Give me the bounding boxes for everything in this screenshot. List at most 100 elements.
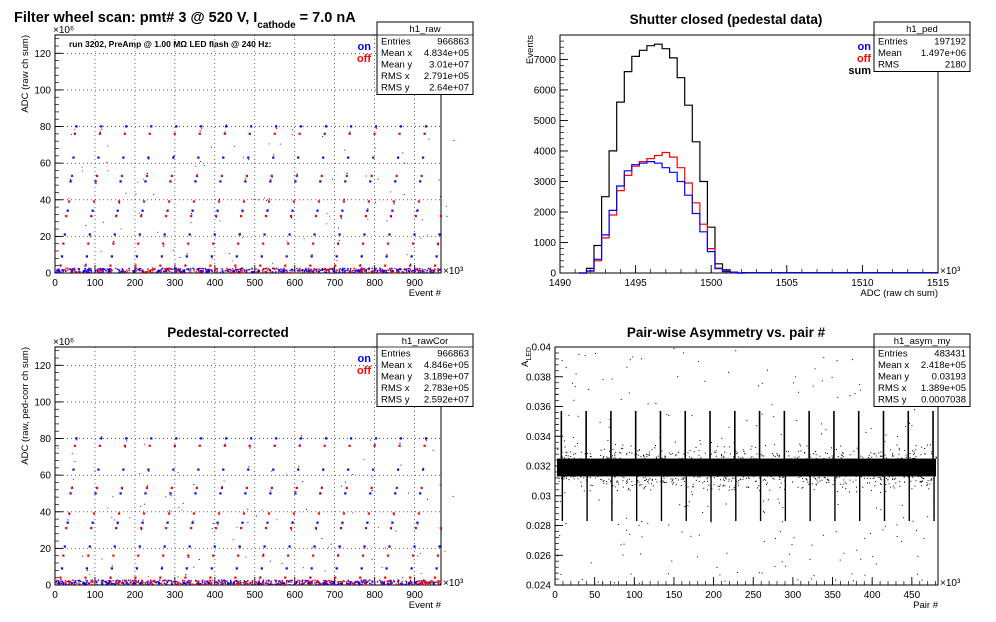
data-point — [237, 271, 239, 273]
data-point — [353, 267, 355, 269]
data-point — [176, 583, 178, 586]
data-point — [673, 348, 675, 349]
data-point — [338, 545, 341, 548]
data-point — [734, 468, 736, 470]
data-point — [414, 270, 416, 272]
data-point — [777, 469, 779, 471]
data-point — [93, 512, 96, 515]
data-point — [773, 474, 775, 475]
data-point — [324, 582, 327, 584]
data-point — [572, 466, 574, 468]
data-point — [332, 582, 335, 585]
data-point — [242, 200, 246, 203]
data-point — [102, 221, 104, 223]
data-point — [914, 458, 916, 460]
data-point — [410, 567, 413, 570]
data-point — [584, 466, 585, 468]
data-point — [846, 460, 848, 462]
data-point — [744, 463, 746, 465]
data-point — [102, 579, 104, 582]
data-point — [345, 583, 348, 585]
data-point — [58, 270, 61, 273]
data-point — [202, 270, 204, 272]
data-point — [196, 580, 198, 582]
data-point — [889, 473, 890, 475]
data-point — [269, 269, 271, 271]
data-point — [614, 476, 616, 478]
data-point — [841, 465, 843, 467]
data-point — [159, 264, 162, 267]
data-point — [242, 512, 246, 515]
data-point — [241, 209, 244, 212]
data-point — [759, 490, 761, 492]
data-point — [630, 466, 632, 468]
data-point — [157, 581, 159, 583]
data-point — [337, 554, 340, 556]
data-point — [221, 270, 224, 272]
data-point — [640, 456, 642, 458]
data-point — [921, 579, 923, 581]
data-point — [565, 523, 567, 524]
data-point — [301, 582, 303, 585]
data-point — [733, 456, 735, 458]
data-point — [799, 470, 801, 471]
data-point — [344, 492, 347, 495]
data-point — [436, 554, 440, 557]
data-point — [652, 485, 654, 487]
data-point — [885, 483, 887, 485]
data-point — [400, 267, 402, 270]
data-point — [566, 452, 568, 454]
data-point — [327, 269, 329, 271]
data-point — [723, 462, 725, 464]
data-point — [640, 471, 642, 473]
data-point — [135, 580, 137, 582]
data-point — [792, 463, 794, 465]
data-point — [779, 474, 781, 476]
data-point — [771, 472, 773, 474]
data-point — [220, 174, 223, 177]
data-point — [880, 484, 882, 485]
data-point — [674, 468, 676, 470]
data-point — [873, 476, 875, 478]
x-tick-label: 0 — [552, 590, 558, 601]
data-point — [717, 470, 718, 472]
data-point — [859, 473, 861, 474]
data-point — [665, 456, 667, 458]
data-point — [167, 521, 169, 523]
data-point — [121, 270, 123, 272]
data-point — [670, 454, 672, 455]
data-point — [422, 156, 425, 158]
data-point — [358, 271, 360, 274]
data-point — [248, 268, 251, 271]
data-point — [791, 473, 793, 475]
data-point — [674, 467, 676, 469]
data-point — [647, 460, 649, 462]
data-point — [789, 462, 791, 464]
data-point — [113, 241, 115, 243]
data-point — [426, 234, 428, 236]
data-point — [322, 269, 324, 271]
data-point — [922, 469, 924, 471]
data-point — [907, 470, 909, 472]
data-point — [342, 523, 344, 525]
data-point — [177, 581, 180, 584]
data-point — [166, 581, 169, 584]
data-point — [742, 466, 744, 468]
data-point — [245, 556, 247, 558]
data-point — [312, 271, 314, 273]
data-point — [581, 461, 583, 463]
data-point — [114, 583, 117, 585]
data-point — [864, 474, 866, 476]
data-point — [614, 455, 616, 457]
y-tick-label: 0.034 — [526, 432, 551, 443]
data-point — [920, 462, 922, 464]
data-point — [74, 583, 76, 585]
data-point — [831, 466, 833, 468]
data-point — [351, 270, 354, 272]
data-point — [911, 488, 913, 490]
data-point — [86, 269, 89, 271]
stats-key: Mean x — [381, 48, 412, 59]
data-point — [234, 580, 236, 582]
data-point — [395, 272, 398, 274]
data-point — [823, 467, 825, 469]
